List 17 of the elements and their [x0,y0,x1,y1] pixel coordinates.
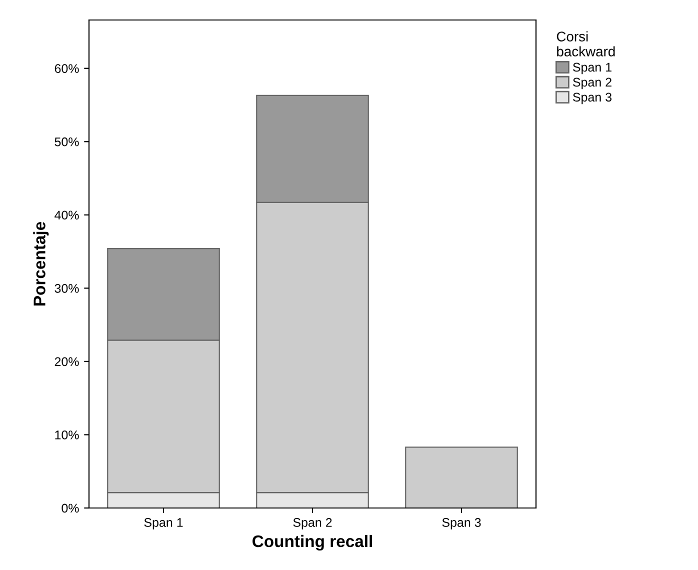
legend-title: Corsi backward [556,31,615,56]
x-tick-label: Span 1 [144,518,183,530]
y-tick-label: 60% [54,64,79,74]
legend-label: Span 1 [573,62,612,74]
y-tick-label: 30% [54,284,79,293]
y-tick-label: 40% [54,210,79,220]
bar [405,446,518,508]
x-tick-label: Span 3 [442,518,481,530]
legend-label: Span 3 [573,92,612,104]
x-tick-label: Span 2 [293,518,332,530]
y-tick-label: 0% [62,504,79,513]
legend-label: Span 2 [573,78,612,90]
x-axis-title: Counting recall [252,534,372,551]
y-tick-label: 50% [54,137,79,146]
y-tick-label: 10% [55,430,79,440]
y-tick-label: 20% [54,357,79,366]
y-axis-title: Porcentaje [33,222,49,306]
